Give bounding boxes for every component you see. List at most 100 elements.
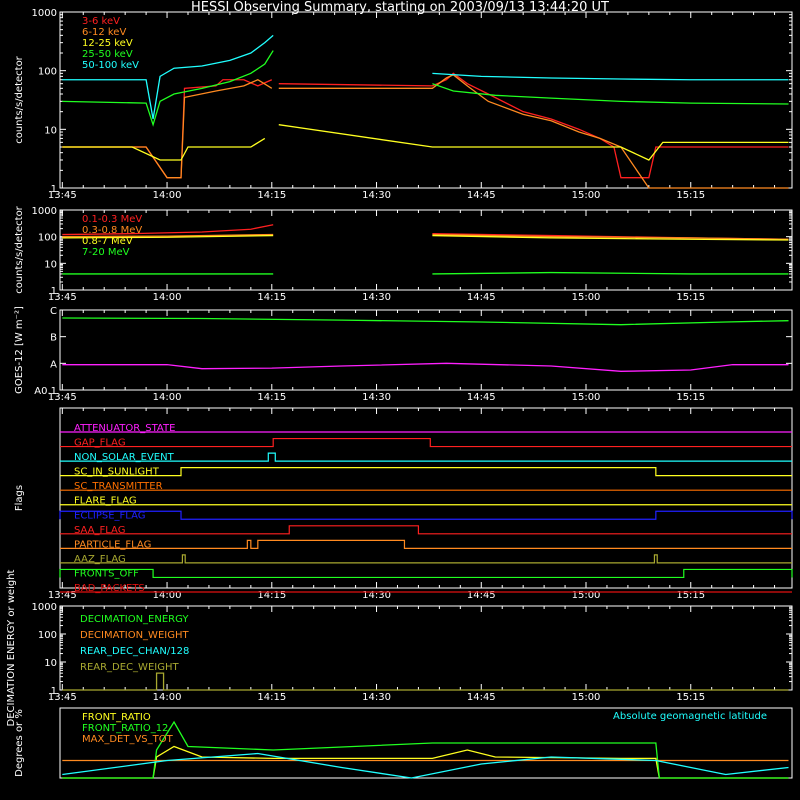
y-axis-label: counts/s/detector	[14, 205, 25, 293]
x-tick-label: 14:45	[467, 292, 496, 303]
flag-label: FRONTS_OFF	[74, 568, 139, 579]
x-tick-label: 14:00	[153, 392, 182, 403]
y-tick-label: 1000	[32, 602, 57, 613]
x-tick-label: 14:15	[257, 590, 286, 601]
panel-frame	[59, 309, 793, 391]
y-tick-label: 1	[51, 184, 57, 195]
legend-entry: REAR_DEC_CHAN/128	[80, 646, 189, 657]
x-tick-label: 13:45	[48, 190, 77, 201]
x-tick-label: 14:30	[362, 590, 391, 601]
panel-flags: 13:45 14:00 14:15 14:30 14:45 15:00 15:15 Flags…	[14, 407, 793, 601]
legend-entry: 0.1-0.3 MeV	[82, 214, 142, 225]
series-line-5-3	[62, 752, 789, 779]
legend-entry: FRONT_RATIO_12	[82, 723, 168, 734]
y-tick-label: C	[50, 306, 57, 317]
flag-label: ATTENUATOR_STATE	[74, 423, 175, 434]
x-tick-label: 15:15	[676, 692, 705, 703]
panel-low-energy-rates: 13:45 14:00 14:15 14:30 14:45 15:00 15:15 1 10 10…	[14, 8, 793, 201]
legend-entry: 7-20 MeV	[82, 247, 130, 258]
series-line-4-3	[62, 672, 789, 691]
legend-entry: 0.3-0.8 MeV	[82, 225, 142, 236]
flag-label: NON_SOLAR_EVENT	[74, 452, 175, 463]
series-line-5-1	[62, 720, 789, 779]
series-line-0-4	[62, 34, 789, 120]
x-tick-label: 14:30	[362, 292, 391, 303]
flag-line	[59, 568, 793, 579]
flag-label: PARTICLE_FLAG	[74, 539, 151, 550]
series-line-1-2	[62, 234, 789, 241]
flag-label: GAP_FLAG	[74, 438, 126, 449]
panel-decimation: 13:45 14:00 14:15 14:30 14:45 15:00 15:15 1 10 10…	[6, 569, 793, 726]
x-tick-label: 14:30	[362, 392, 391, 403]
flag-line	[60, 467, 792, 477]
x-tick-label: 14:15	[257, 292, 286, 303]
y-tick-label: 10	[44, 658, 57, 669]
y-tick-label: 1000	[32, 8, 57, 19]
x-tick-label: 15:15	[676, 292, 705, 303]
x-tick-label: 14:45	[467, 190, 496, 201]
legend-entry: 25-50 keV	[82, 49, 133, 60]
x-tick-label: 14:45	[467, 692, 496, 703]
flag-line	[60, 452, 792, 462]
y-tick-label: 100	[38, 67, 57, 78]
x-tick-label: 14:45	[467, 590, 496, 601]
x-tick-label: 15:00	[572, 590, 601, 601]
series-line-1-1	[62, 233, 789, 240]
x-tick-label: 15:00	[572, 392, 601, 403]
y-axis-label: Flags	[14, 485, 25, 511]
x-tick-label: 13:45	[48, 692, 77, 703]
y-tick-label: 1	[51, 286, 57, 297]
legend-entry: DECIMATION_WEIGHT	[80, 630, 189, 641]
x-tick-label: 15:15	[676, 590, 705, 601]
panel-frame	[59, 209, 793, 291]
flag-label: ECLIPSE_FLAG	[74, 510, 145, 521]
x-tick-label: 13:45	[48, 292, 77, 303]
series-line-2-1	[62, 362, 789, 372]
x-tick-label: 14:00	[153, 692, 182, 703]
legend-entry: 50-100 keV	[82, 60, 139, 71]
x-tick-label: 14:30	[362, 190, 391, 201]
y-tick-label: 100	[38, 630, 57, 641]
y-tick-label: 10	[44, 259, 57, 270]
y-tick-label: 100	[38, 233, 57, 244]
flag-label: AAZ_FLAG	[74, 554, 126, 565]
y-tick-label: A	[50, 359, 57, 370]
panel-frame	[59, 407, 793, 589]
flag-line	[59, 510, 793, 520]
annotation-label: Absolute geomagnetic latitude	[613, 711, 767, 722]
legend-entry: 0.8-7 MeV	[82, 236, 133, 247]
x-tick-label: 15:00	[572, 292, 601, 303]
panel-goes: 13:45 14:00 14:15 14:30 14:45 15:00 15:15 A0.1 A…	[14, 306, 793, 403]
panel-frame	[59, 11, 793, 189]
legend-entry: 12-25 keV	[82, 38, 133, 49]
series-line-1-3	[62, 271, 789, 275]
series-line-0-2	[62, 124, 789, 161]
x-tick-label: 15:00	[572, 190, 601, 201]
legend-entry: FRONT_RATIO	[82, 712, 151, 723]
series-line-2-0	[62, 317, 789, 326]
legend-entry: 6-12 keV	[82, 27, 126, 38]
x-tick-label: 14:00	[153, 292, 182, 303]
y-axis-label: Degrees or %	[14, 709, 25, 777]
series-line-0-0	[62, 72, 789, 179]
legend-entry: REAR_DEC_WEIGHT	[80, 662, 179, 673]
x-tick-label: 15:15	[676, 392, 705, 403]
series-line-5-0	[62, 745, 789, 779]
flag-line	[60, 525, 792, 535]
flag-label: SC_TRANSMITTER	[74, 481, 163, 492]
flag-label: SC_IN_SUNLIGHT	[74, 467, 160, 478]
x-tick-label: 13:45	[48, 392, 77, 403]
x-tick-label: 14:00	[153, 590, 182, 601]
y-axis-label: DECIMATION ENERGY or weight	[6, 569, 17, 726]
legend-entry: 3-6 keV	[82, 16, 120, 27]
x-tick-label: 14:15	[257, 190, 286, 201]
legend-entry: MAX_DET_VS_TOT	[82, 734, 174, 745]
y-axis-label: GOES-12 [W m⁻²]	[14, 306, 25, 394]
chart-title: HESSI Observing Summary, starting on 200…	[191, 0, 609, 15]
x-tick-label: 15:00	[572, 692, 601, 703]
panel-high-energy-rates: 13:45 14:00 14:15 14:30 14:45 15:00 15:15 1 10 10…	[14, 205, 793, 303]
flag-label: FLARE_FLAG	[74, 496, 137, 507]
legend-entry: DECIMATION_ENERGY	[80, 614, 189, 625]
flag-line	[60, 437, 792, 448]
